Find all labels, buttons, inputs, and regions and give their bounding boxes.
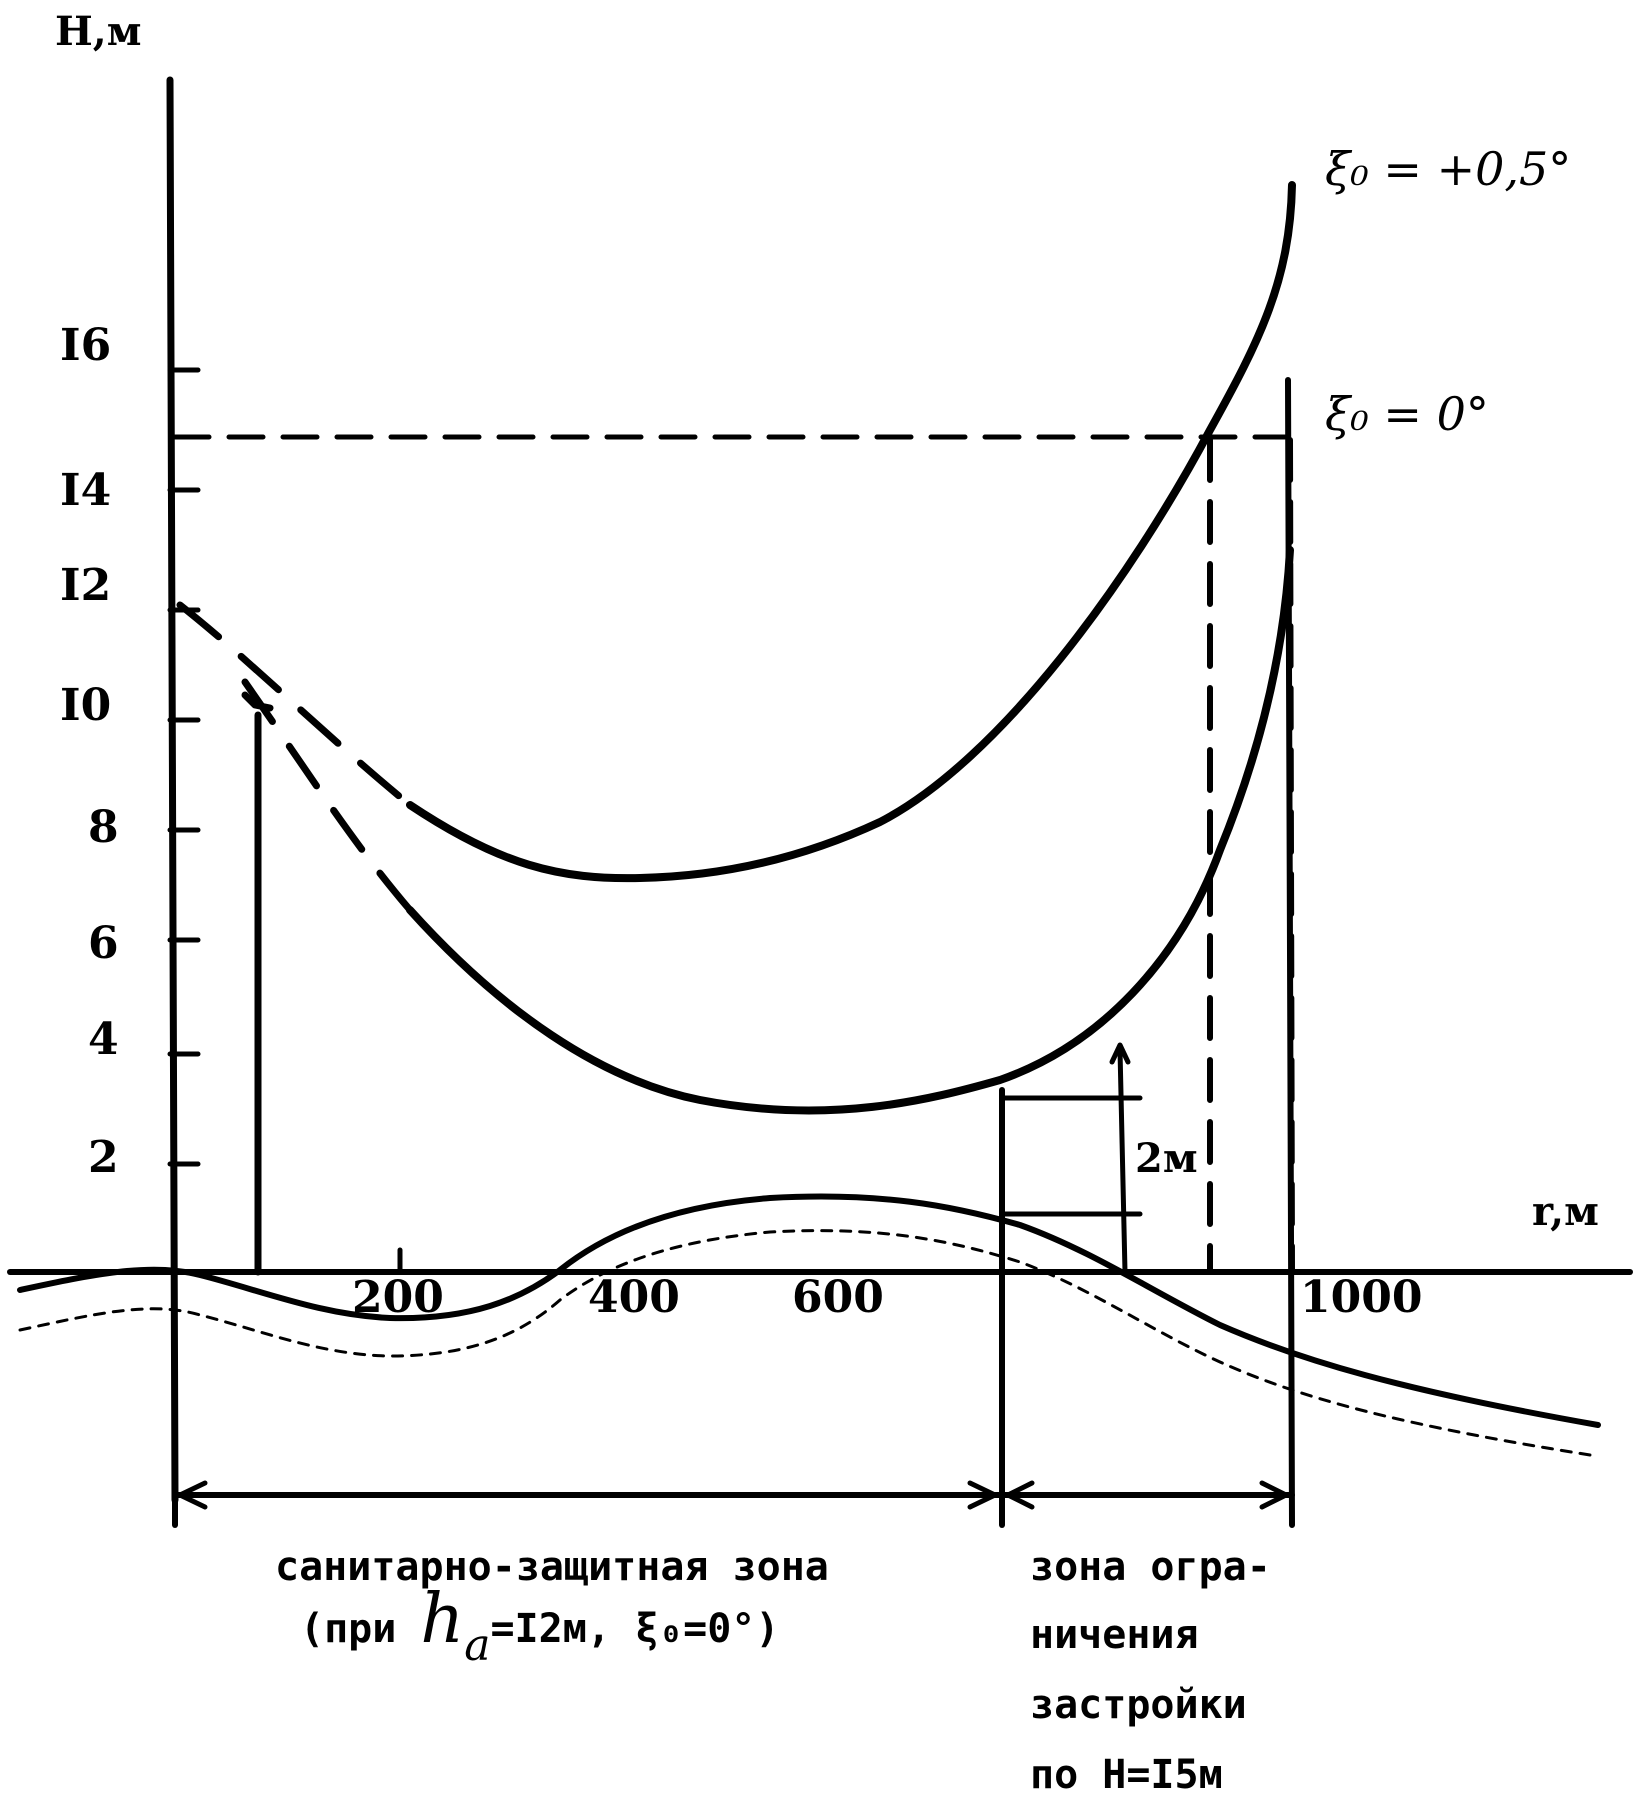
restriction-zone-label-line3: застройки	[1030, 1682, 1247, 1728]
lower-curve-label: ξ₀ = 0°	[1325, 387, 1489, 441]
y-tick-label: I6	[60, 320, 111, 371]
y-tick-label: 8	[88, 802, 119, 853]
restriction-zone-label-line1: зона огра-	[1030, 1544, 1271, 1590]
upper-curve-dashed	[176, 601, 414, 809]
y-axis-title: H,м	[55, 8, 141, 55]
x-tick-label: 400	[588, 1272, 680, 1323]
upper-curve	[406, 181, 1296, 883]
height-offset-annotation	[999, 1042, 1143, 1503]
y-tick-label: 4	[88, 1014, 119, 1065]
y-axis-line	[166, 76, 179, 1504]
upper-curve-label: ξ₀ = +0,5°	[1325, 142, 1571, 196]
upper-curve-start-hook	[241, 691, 274, 712]
y-tick-label: I4	[60, 465, 111, 516]
terrain-profile	[17, 1193, 1601, 1457]
y-tick-label: 6	[88, 918, 119, 969]
height-offset-label: 2м	[1135, 1135, 1198, 1182]
x-tick-label: 600	[792, 1272, 884, 1323]
lower-curve	[406, 546, 1294, 1115]
x-axis-title: r,м	[1532, 1188, 1599, 1235]
y-tick-label: 2	[88, 1132, 119, 1183]
lower-curve-dashed	[241, 678, 414, 914]
sanitary-zone-label-line1: санитарно-защитная зона	[275, 1544, 829, 1590]
y-tick-label: I2	[60, 560, 111, 611]
lower-curve-right-boundary	[1285, 377, 1295, 1528]
restriction-zone-label-line4: по H=I5м	[1030, 1752, 1223, 1798]
sanitary-zone-label-line2: (при ha=I2м, ξ₀=0°)	[300, 1580, 779, 1671]
restriction-zone-label-line2: ничения	[1030, 1612, 1199, 1658]
x-tick-label: 1000	[1300, 1272, 1422, 1323]
zone-extent-lines	[172, 1467, 1295, 1528]
y-tick-label: I0	[60, 680, 111, 731]
